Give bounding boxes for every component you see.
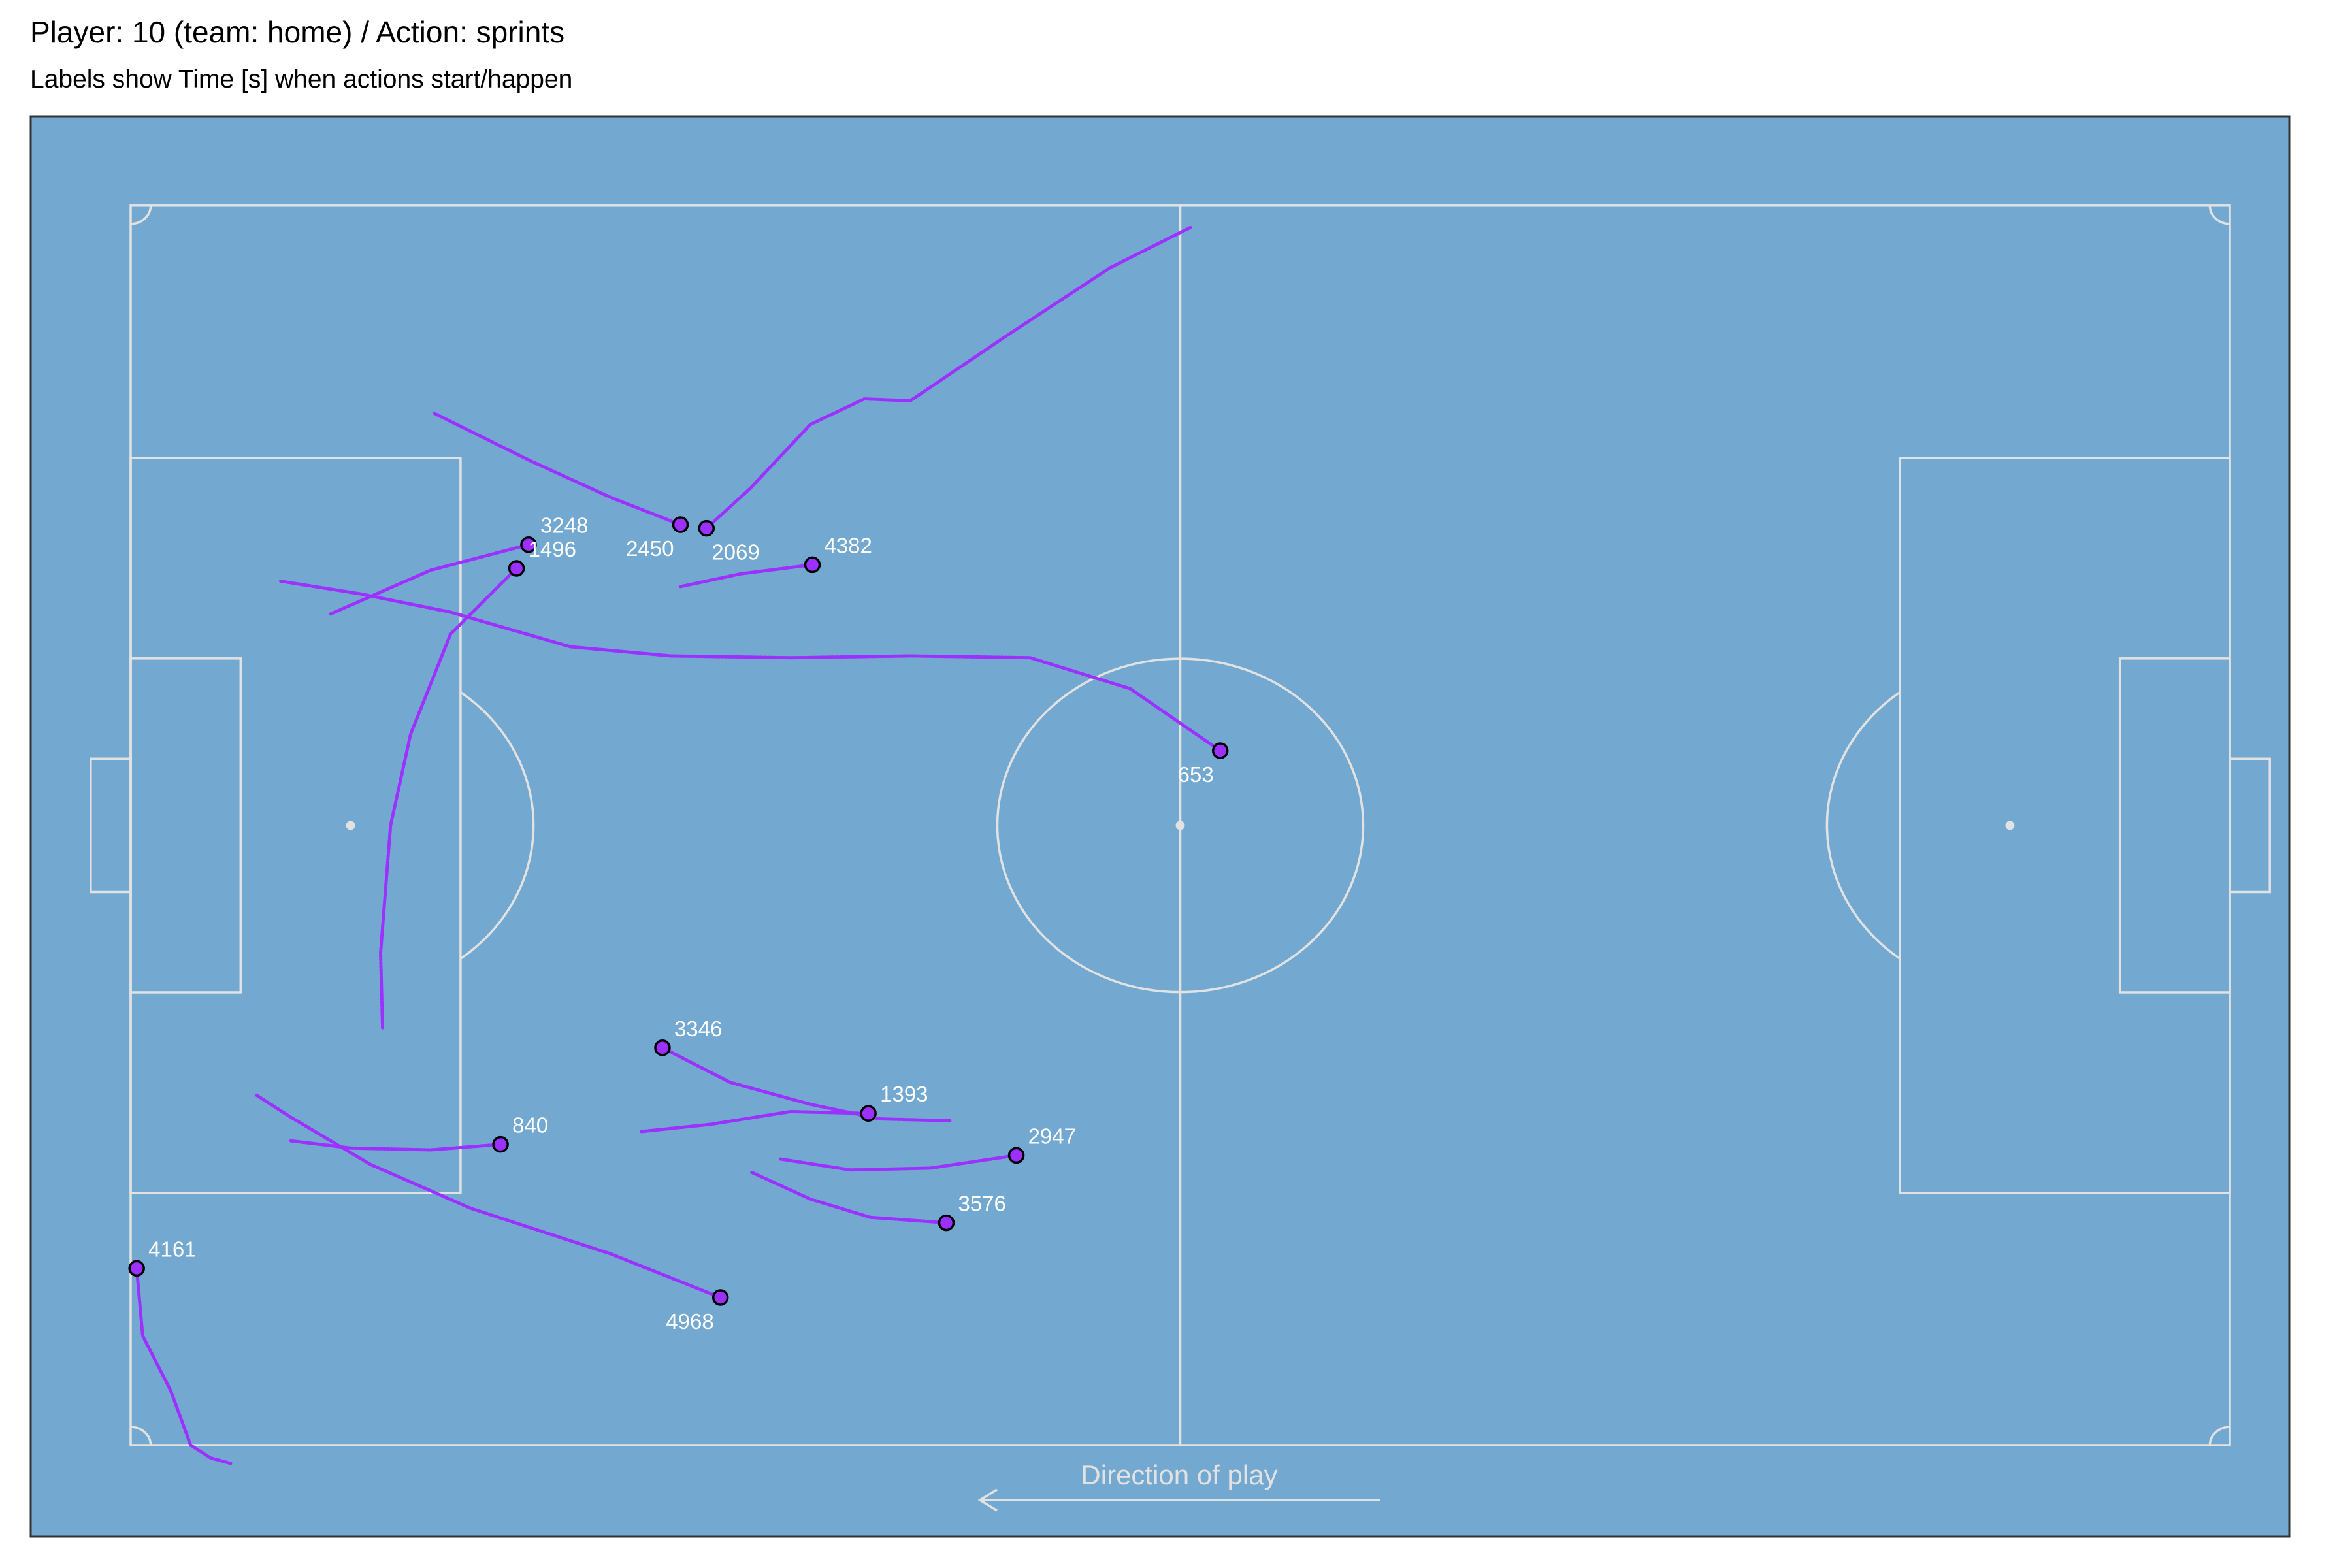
sprint-paths (135, 225, 1222, 1465)
sprint-path-4968 (255, 1093, 723, 1299)
sprint-start-653 (1211, 742, 1229, 759)
sprint-start-2947 (1007, 1147, 1025, 1164)
plot-panel (29, 115, 2291, 1538)
centre-circle (996, 657, 1365, 994)
centre-spot (1175, 821, 1185, 830)
pitch-markings (90, 204, 2271, 1446)
sprint-label-4161: 4161 (148, 1237, 196, 1261)
sprint-start-1496 (508, 560, 525, 577)
sprint-start-3248 (520, 536, 537, 553)
sprint-label-3248: 3248 (540, 514, 588, 538)
sprint-start-2069 (698, 519, 715, 537)
goal-left (90, 757, 132, 894)
direction-of-play: Direction of play (977, 1460, 1380, 1512)
sprint-path-2069 (704, 225, 1192, 531)
corner-arc-bottom-right (2208, 1426, 2230, 1446)
sprint-label-1496: 1496 (529, 537, 576, 561)
sprint-label-3346: 3346 (674, 1017, 722, 1041)
direction-label: Direction of play (1081, 1460, 1277, 1490)
sprint-path-4382 (679, 563, 814, 589)
corner-arc-top-right (2208, 205, 2230, 225)
sprint-path-2450 (433, 412, 682, 527)
sprint-path-840 (289, 1139, 502, 1152)
sprint-label-2069: 2069 (711, 540, 759, 564)
corner-arc-bottom-left (130, 1426, 152, 1446)
pitch-spots (346, 821, 2015, 830)
penalty-spot-right (2005, 821, 2015, 830)
sprint-start-3346 (654, 1039, 671, 1056)
penalty-arc-right (1825, 691, 1901, 960)
sprint-start-1393 (860, 1105, 877, 1122)
sprint-label-1393: 1393 (880, 1082, 928, 1106)
penalty-arc-left (459, 691, 535, 960)
sprint-label-2450: 2450 (626, 536, 674, 561)
sprint-start-2450 (672, 516, 689, 533)
sprint-path-1393 (638, 1109, 870, 1134)
goal-right (2229, 757, 2271, 894)
sprint-label-4382: 4382 (824, 533, 872, 557)
sprint-label-2947: 2947 (1028, 1124, 1076, 1148)
sprint-start-points (128, 516, 1229, 1306)
chart-title: Player: 10 (team: home) / Action: sprint… (30, 15, 565, 49)
sprint-start-4382 (804, 556, 821, 574)
sprint-path-1496 (379, 566, 519, 1030)
sprint-start-840 (492, 1135, 509, 1153)
sprint-path-4161 (135, 1266, 233, 1465)
chart-subtitle: Labels show Time [s] when actions start/… (30, 65, 573, 93)
sprint-label-3576: 3576 (958, 1192, 1005, 1216)
sprint-start-4161 (128, 1260, 145, 1277)
sprint-path-3346 (661, 1046, 953, 1122)
sprint-path-653 (279, 580, 1222, 753)
sprint-path-3248 (329, 543, 531, 616)
sprint-start-3576 (938, 1214, 955, 1232)
sprint-label-4968: 4968 (666, 1309, 713, 1333)
sprint-path-2947 (779, 1153, 1019, 1172)
sprint-labels: 653 840 1393 1496 2069 2450 2947 3248 3346 3576 41… (148, 514, 1214, 1333)
sprint-label-653: 653 (1178, 762, 1214, 787)
sprint-label-840: 840 (512, 1113, 548, 1137)
penalty-spot-left (346, 821, 355, 830)
sprint-path-3576 (749, 1170, 948, 1225)
direction-arrow-icon (977, 1488, 998, 1512)
sprint-start-4968 (711, 1289, 729, 1306)
corner-arc-top-left (130, 205, 152, 225)
